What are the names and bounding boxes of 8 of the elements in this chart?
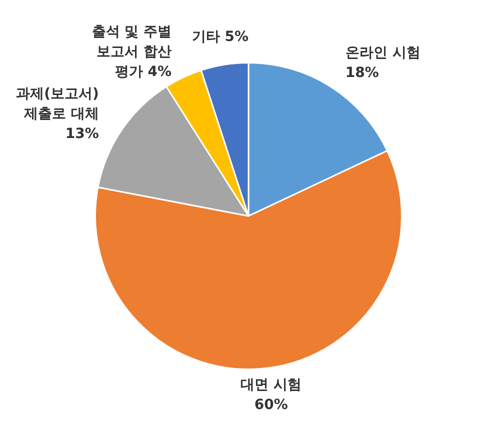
- data-label: 13%: [65, 126, 99, 142]
- slice-label: 온라인 시험: [345, 44, 420, 61]
- slice-label: 출석 및 주별 보고서 합산 평가 4%: [92, 24, 172, 80]
- slice-label: 과제(보고서) 제출로 대체: [16, 86, 99, 122]
- data-label: 60%: [254, 397, 288, 414]
- data-label: 18%: [345, 64, 379, 81]
- slice-label: 대면 시험: [240, 377, 302, 394]
- slice-label: 기타 5%: [192, 29, 249, 46]
